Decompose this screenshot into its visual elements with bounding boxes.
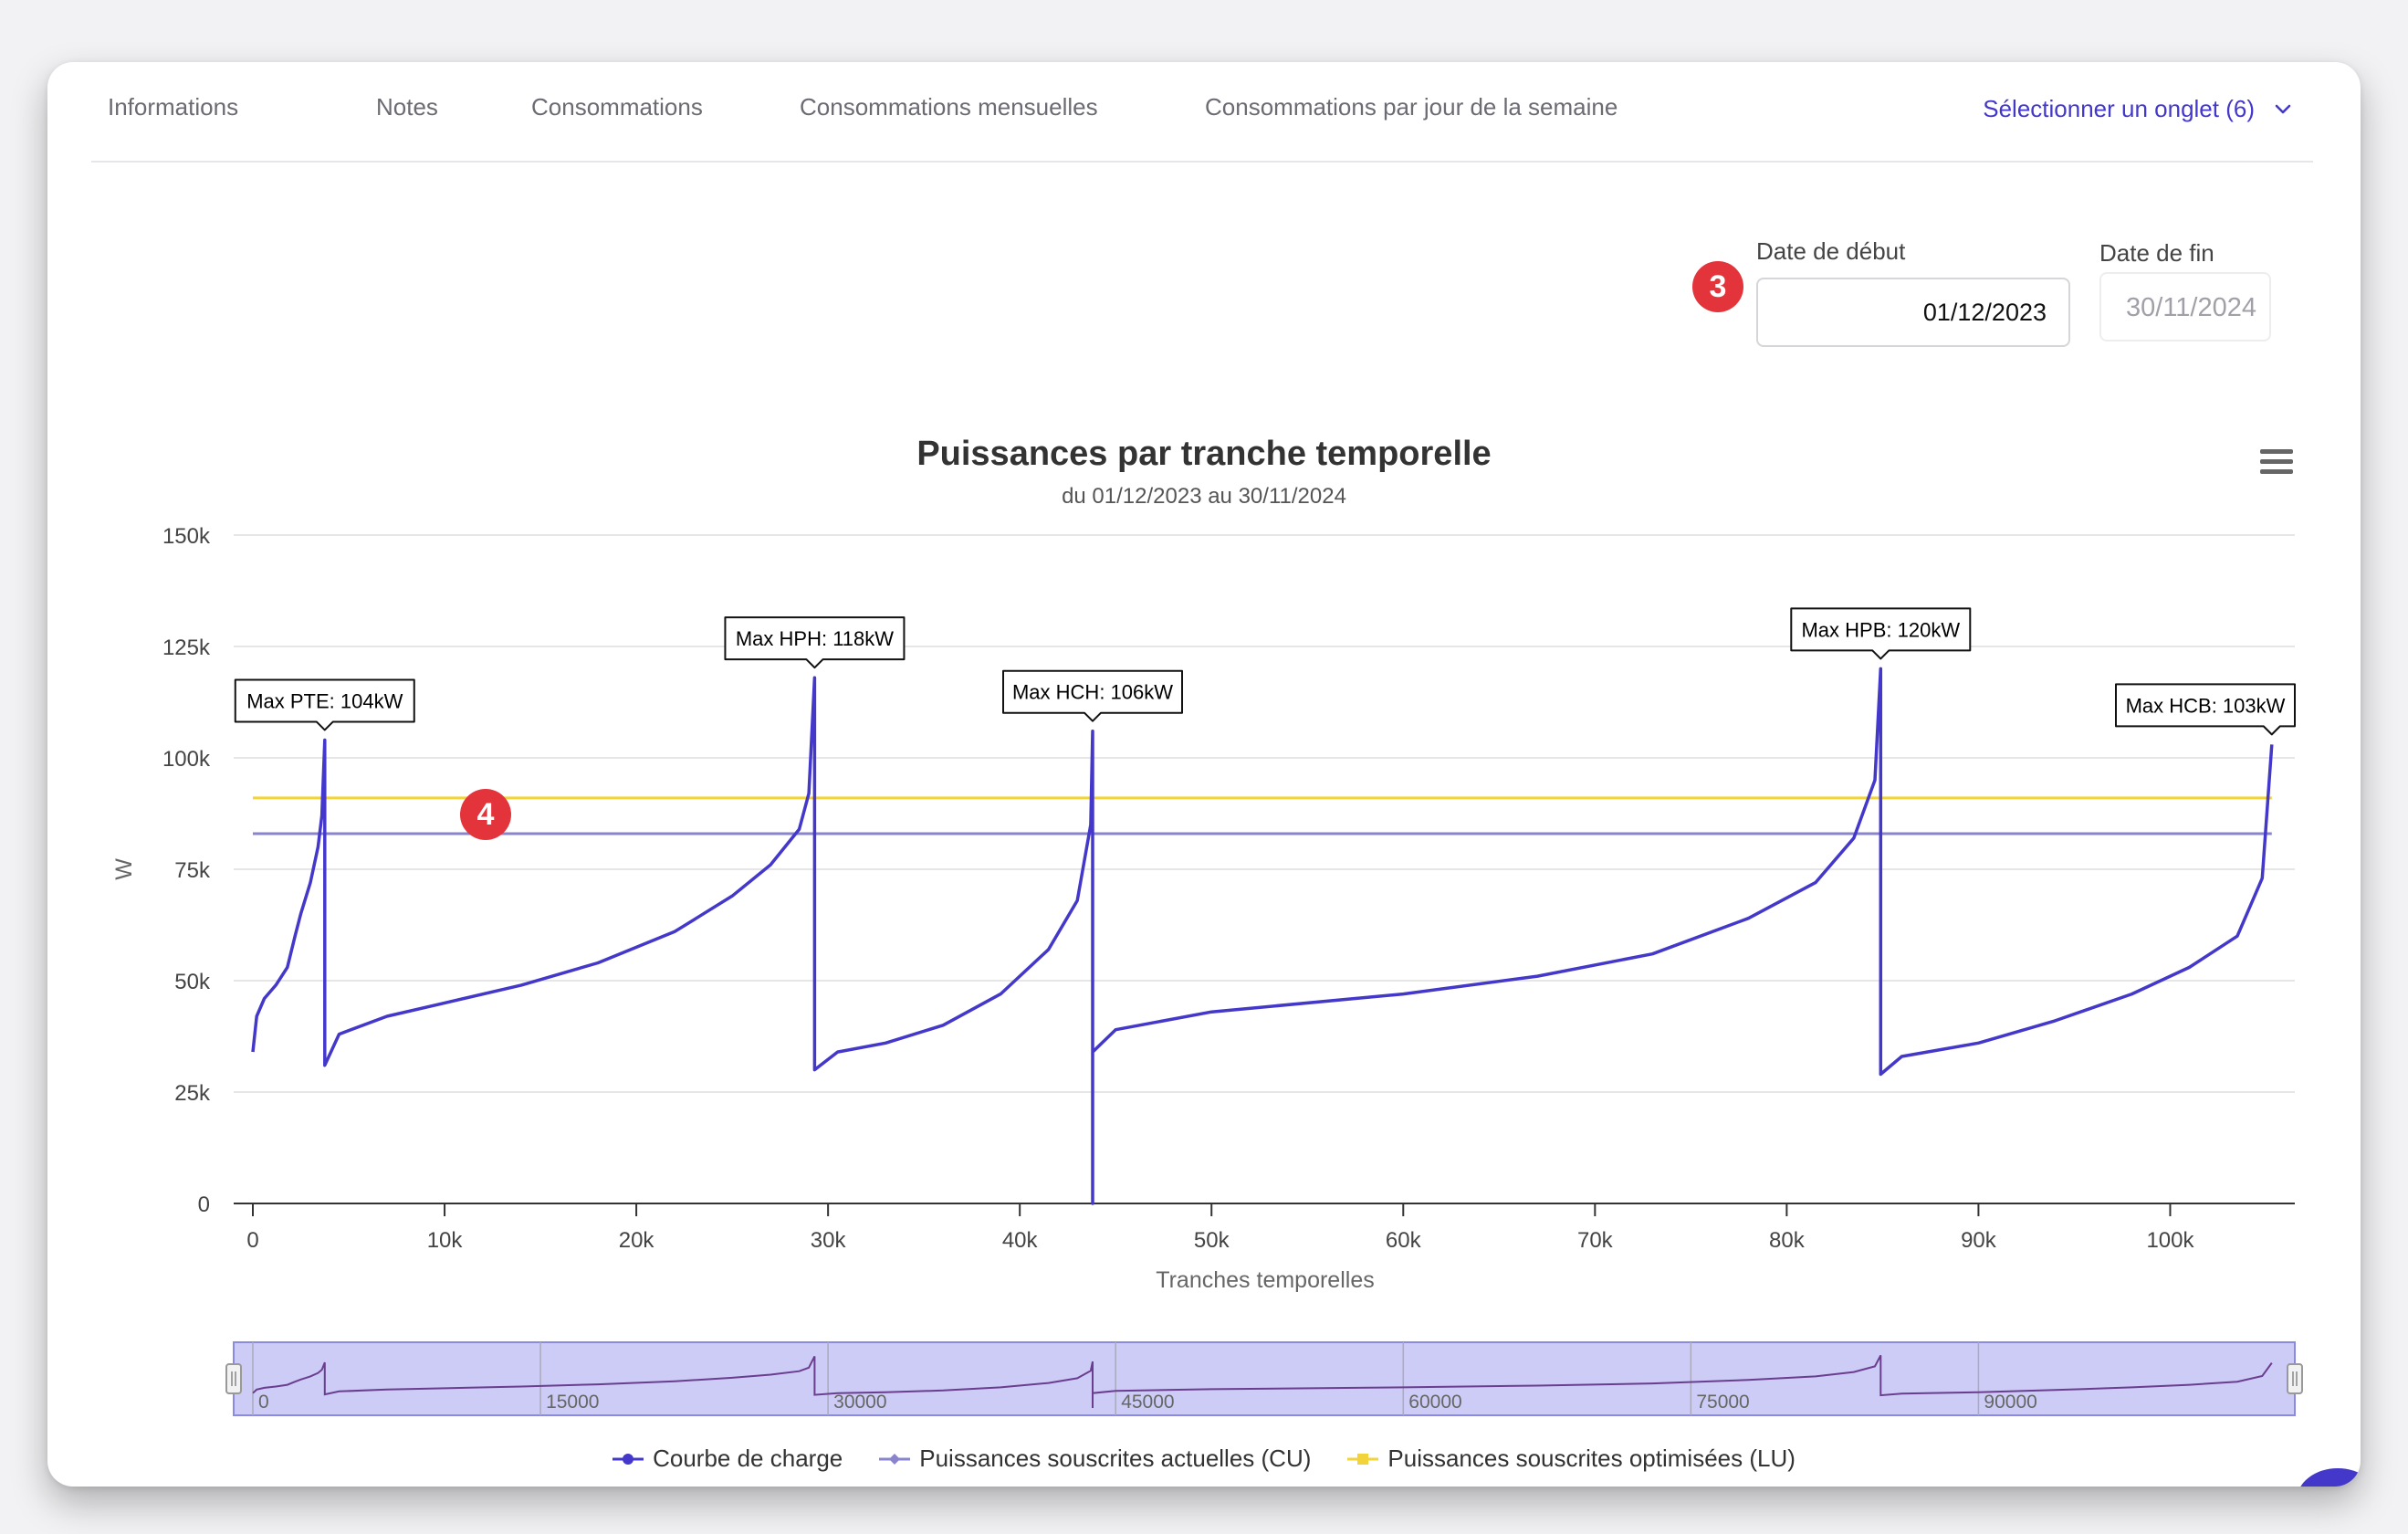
- x-tick-label: 40k: [1002, 1228, 1039, 1253]
- legend-label-load-curve: Courbe de charge: [653, 1445, 843, 1472]
- legend-item-cu[interactable]: Puissances souscrites actuelles (CU): [879, 1445, 1311, 1473]
- x-tick-label: 50k: [1194, 1228, 1230, 1253]
- tab-select-label: Sélectionner un onglet (6): [1983, 95, 2255, 122]
- legend-item-lu[interactable]: Puissances souscrites optimisées (LU): [1347, 1445, 1796, 1473]
- annotation-label: Max PTE: 104kW: [234, 678, 415, 731]
- start-date-label: Date de début: [1756, 237, 1906, 265]
- tab-consommations-mensuelles[interactable]: Consommations mensuelles: [800, 93, 1098, 121]
- x-tick-label: 30k: [811, 1228, 847, 1253]
- chart-title: Puissances par tranche temporelle: [916, 435, 1492, 473]
- chart-menu-icon[interactable]: [2260, 449, 2293, 475]
- chart-svg: 0 25k 50k 75k 100k 125k 150k 0 10k 20k 30k 40k 50k 6…: [111, 524, 2303, 1416]
- annotation-text: Max HPB: 120kW: [1801, 618, 1960, 641]
- navigator-tick-label: 75000: [1696, 1392, 1749, 1413]
- navigator-tick-label: 0: [258, 1392, 269, 1413]
- navigator-tick-label: 45000: [1121, 1392, 1174, 1413]
- end-date-input[interactable]: 30/11/2024: [2099, 272, 2271, 341]
- y-tick-label: 0: [198, 1193, 210, 1217]
- y-tick-label: 125k: [162, 636, 211, 660]
- chevron-down-icon: [2275, 104, 2291, 113]
- y-tick-label: 150k: [162, 524, 211, 549]
- x-axis-label: Tranches temporelles: [1156, 1267, 1374, 1293]
- x-tick-label: 20k: [619, 1228, 655, 1253]
- annotation-box: [234, 678, 415, 731]
- x-tick-label: 0: [246, 1228, 258, 1253]
- legend-label-cu: Puissances souscrites actuelles (CU): [919, 1445, 1312, 1472]
- x-tick-label: 80k: [1769, 1228, 1806, 1253]
- tab-consommations[interactable]: Consommations: [531, 93, 703, 121]
- legend-marker-load-curve: [612, 1453, 644, 1465]
- y-tick-label: 100k: [162, 747, 211, 772]
- annotation-box: [2115, 683, 2296, 736]
- series-load-curve-line: [251, 667, 2274, 1205]
- legend-marker-cu: [879, 1453, 911, 1465]
- annotation-text: Max HCH: 106kW: [1012, 681, 1173, 704]
- annotation-label: Max HCB: 103kW: [2115, 683, 2296, 736]
- annotation-text: Max HCB: 103kW: [2126, 694, 2286, 717]
- chart-subtitle: du 01/12/2023 au 30/11/2024: [1062, 484, 1346, 509]
- legend-label-lu: Puissances souscrites optimisées (LU): [1387, 1445, 1796, 1472]
- tab-consommations-jour-semaine[interactable]: Consommations par jour de la semaine: [1205, 93, 1618, 121]
- annotation-box: [1002, 669, 1184, 722]
- navigator-tick-label: 15000: [546, 1392, 599, 1413]
- step-badge-3: 3: [1692, 261, 1743, 312]
- navigator-tick-label: 30000: [833, 1392, 886, 1413]
- y-tick-label: 50k: [174, 970, 211, 994]
- step-badge-4: 4: [460, 789, 511, 840]
- tab-select-dropdown[interactable]: Sélectionner un onglet (6): [1983, 95, 2291, 123]
- legend-item-load-curve[interactable]: Courbe de charge: [612, 1445, 843, 1473]
- chart-legend: Courbe de charge Puissances souscrites a…: [47, 1445, 2361, 1473]
- tab-informations[interactable]: Informations: [108, 93, 239, 121]
- navigator-series-line: [252, 1354, 2273, 1408]
- y-tick-label: 75k: [174, 858, 211, 883]
- x-tick-label: 100k: [2146, 1228, 2194, 1253]
- x-tick-label: 10k: [427, 1228, 464, 1253]
- annotation-box: [1790, 607, 1972, 660]
- content-card: Informations Notes Consommations Consomm…: [47, 62, 2361, 1487]
- navigator-range[interactable]: [233, 1341, 2296, 1416]
- y-tick-label: 25k: [174, 1081, 211, 1106]
- annotation-text: Max HPH: 118kW: [736, 627, 894, 650]
- annotation-label: Max HCH: 106kW: [1002, 669, 1184, 722]
- navigator-left-handle[interactable]: [225, 1363, 242, 1394]
- navigator-right-handle[interactable]: [2287, 1363, 2303, 1394]
- annotation-box: [724, 616, 906, 669]
- annotation-text: Max PTE: 104kW: [246, 689, 403, 712]
- x-tick-label: 60k: [1386, 1228, 1422, 1253]
- start-date-input[interactable]: 01/12/2023: [1756, 278, 2070, 347]
- annotation-label: Max HPB: 120kW: [1790, 607, 1972, 660]
- x-tick-label: 70k: [1577, 1228, 1614, 1253]
- navigator-tick-label: 90000: [1984, 1392, 2036, 1413]
- navigator-tick-label: 60000: [1408, 1392, 1461, 1413]
- x-tick-label: 90k: [1961, 1228, 1997, 1253]
- legend-marker-lu: [1347, 1453, 1379, 1465]
- y-axis-label: W: [111, 858, 137, 880]
- annotation-label: Max HPH: 118kW: [724, 616, 906, 669]
- tab-bar: Informations Notes Consommations Consomm…: [91, 62, 2313, 163]
- end-date-label: Date de fin: [2099, 239, 2214, 267]
- tab-notes[interactable]: Notes: [376, 93, 438, 121]
